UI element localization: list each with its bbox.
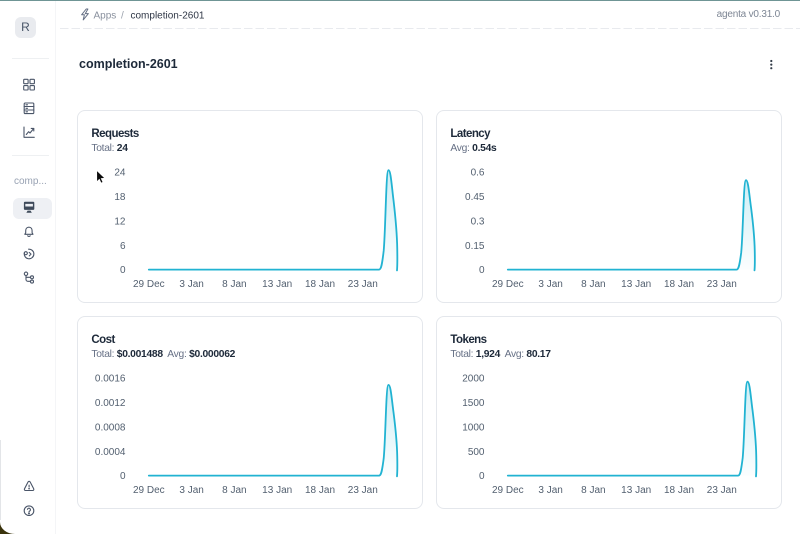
svg-text:8 Jan: 8 Jan	[581, 485, 605, 496]
svg-text:24: 24	[114, 168, 126, 179]
svg-text:13 Jan: 13 Jan	[621, 485, 651, 496]
svg-text:0.6: 0.6	[471, 168, 485, 179]
svg-text:13 Jan: 13 Jan	[621, 279, 651, 290]
svg-text:Total: 1,924 Avg: 80.17: Total: 1,924 Avg: 80.17	[450, 349, 551, 360]
svg-text:0: 0	[479, 265, 485, 276]
svg-text:0.0012: 0.0012	[95, 398, 126, 409]
svg-text:Latency: Latency	[450, 128, 491, 140]
svg-text:29 Dec: 29 Dec	[133, 279, 165, 290]
svg-text:Requests: Requests	[91, 128, 139, 140]
svg-text:Apps: Apps	[94, 10, 117, 21]
svg-text:3 Jan: 3 Jan	[179, 279, 203, 290]
svg-text:Total: 24: Total: 24	[91, 143, 128, 154]
svg-text:0.3: 0.3	[471, 216, 485, 227]
svg-text:0: 0	[120, 471, 126, 482]
svg-text:23 Jan: 23 Jan	[707, 485, 737, 496]
svg-text:29 Dec: 29 Dec	[492, 279, 524, 290]
svg-text:500: 500	[468, 447, 485, 458]
svg-text:1500: 1500	[462, 398, 485, 409]
svg-text:0.0004: 0.0004	[95, 447, 126, 458]
svg-text:Total: $0.001488 Avg: $0.0000: Total: $0.001488 Avg: $0.000062	[91, 349, 235, 360]
svg-text:Avg: 0.54s: Avg: 0.54s	[450, 143, 497, 154]
svg-text:8 Jan: 8 Jan	[222, 279, 246, 290]
svg-text:3 Jan: 3 Jan	[538, 279, 562, 290]
svg-text:18 Jan: 18 Jan	[664, 279, 694, 290]
svg-text:13 Jan: 13 Jan	[262, 279, 292, 290]
svg-text:18 Jan: 18 Jan	[305, 279, 335, 290]
svg-text:8 Jan: 8 Jan	[581, 279, 605, 290]
svg-text:0.0008: 0.0008	[95, 422, 126, 433]
svg-text:18: 18	[114, 192, 126, 203]
svg-text:12: 12	[114, 216, 126, 227]
svg-text:13 Jan: 13 Jan	[262, 485, 292, 496]
svg-text:0: 0	[479, 471, 485, 482]
svg-text:3 Jan: 3 Jan	[179, 485, 203, 496]
svg-text:23 Jan: 23 Jan	[707, 279, 737, 290]
svg-text:Tokens: Tokens	[450, 334, 486, 346]
svg-text:0.0016: 0.0016	[95, 374, 126, 385]
svg-text:Cost: Cost	[91, 334, 115, 346]
svg-text:0.45: 0.45	[465, 192, 485, 203]
svg-text:2000: 2000	[462, 374, 485, 385]
svg-text:8 Jan: 8 Jan	[222, 485, 246, 496]
svg-text:18 Jan: 18 Jan	[305, 485, 335, 496]
svg-text:0: 0	[120, 265, 126, 276]
svg-text:23 Jan: 23 Jan	[348, 279, 378, 290]
svg-text:0.15: 0.15	[465, 241, 485, 252]
svg-text:29 Dec: 29 Dec	[133, 485, 165, 496]
svg-text:3 Jan: 3 Jan	[538, 485, 562, 496]
svg-text:6: 6	[120, 241, 126, 252]
svg-text:23 Jan: 23 Jan	[348, 485, 378, 496]
svg-text:/: /	[121, 10, 124, 21]
svg-text:18 Jan: 18 Jan	[664, 485, 694, 496]
svg-text:completion-2601: completion-2601	[131, 10, 205, 21]
svg-text:1000: 1000	[462, 422, 485, 433]
svg-text:29 Dec: 29 Dec	[492, 485, 524, 496]
